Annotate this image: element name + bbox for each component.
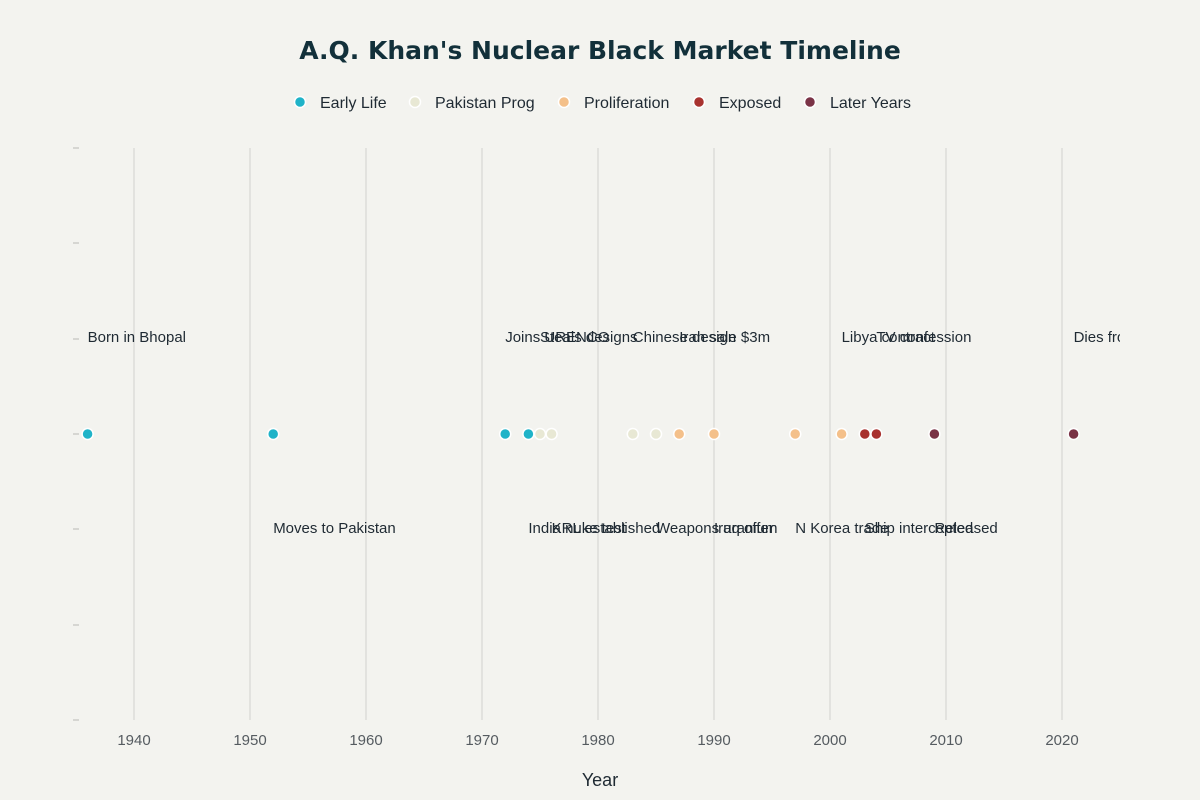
legend-marker xyxy=(692,95,706,109)
event-label: Moves to Pakistan xyxy=(273,520,396,537)
event-label: Joins URENCO xyxy=(505,329,609,346)
event-point[interactable] xyxy=(835,427,848,441)
event-point[interactable] xyxy=(266,427,280,441)
event-label: Dies from COVID xyxy=(1074,329,1190,346)
event-label: Libya contract xyxy=(842,329,936,346)
event-label: India nuke test xyxy=(528,520,626,537)
event-point[interactable] xyxy=(498,427,512,441)
legend-label: Pakistan Prog xyxy=(435,95,535,112)
event-point[interactable] xyxy=(707,427,721,441)
event-label: KRL established xyxy=(552,520,661,537)
legend-marker xyxy=(408,95,422,109)
legend-label: Early Life xyxy=(320,95,387,112)
event-point[interactable] xyxy=(522,427,535,441)
event-label: Steals designs xyxy=(540,329,638,346)
event-point[interactable] xyxy=(788,427,802,441)
x-tick-label: 2000 xyxy=(813,732,846,749)
event-label: TV confession xyxy=(876,329,971,346)
x-tick-label: 1970 xyxy=(465,732,498,749)
legend-item[interactable]: Pakistan Prog xyxy=(408,95,535,112)
x-tick-label: 1980 xyxy=(581,732,614,749)
chart-title: A.Q. Khan's Nuclear Black Market Timelin… xyxy=(299,36,901,65)
event-point[interactable] xyxy=(672,427,686,441)
event-points xyxy=(81,427,1080,441)
event-labels: Born in Bhopal Moves to Pakistan Joins URE… xyxy=(88,329,1190,537)
x-tick-label: 1950 xyxy=(233,732,266,749)
event-point[interactable] xyxy=(533,427,547,441)
legend-marker xyxy=(803,95,817,109)
event-label: Born in Bhopal xyxy=(88,329,186,346)
legend-label: Exposed xyxy=(719,95,781,112)
event-point[interactable] xyxy=(81,427,94,441)
event-point[interactable] xyxy=(545,427,558,441)
y-axis-ticks xyxy=(73,147,79,721)
event-label: Chinese design xyxy=(633,329,736,346)
legend-item[interactable]: Proliferation xyxy=(557,95,670,112)
legend-item[interactable]: Exposed xyxy=(692,95,782,112)
x-tick-label: 2010 xyxy=(929,732,962,749)
event-point[interactable] xyxy=(649,427,663,441)
legend-marker xyxy=(293,95,307,109)
legend: Early Life Pakistan Prog Proliferation Expo… xyxy=(293,95,911,112)
event-point[interactable] xyxy=(1067,427,1080,441)
event-point[interactable] xyxy=(928,427,941,441)
event-label: Ship intercepted xyxy=(865,520,973,537)
x-tick-label: 1940 xyxy=(117,732,150,749)
legend-label: Later Years xyxy=(830,95,911,112)
x-axis-title: Year xyxy=(582,770,618,790)
event-label: Iran sale $3m xyxy=(679,329,770,346)
x-tick-label: 1960 xyxy=(349,732,382,749)
event-label: Released xyxy=(934,520,997,537)
legend-marker xyxy=(557,95,571,109)
legend-label: Proliferation xyxy=(584,95,669,112)
x-tick-label: 2020 xyxy=(1045,732,1078,749)
x-axis-tick-labels: 1940 1950 1960 1970 1980 1990 2000 2010 2020 xyxy=(117,732,1078,749)
event-label: Weapons uranium xyxy=(656,520,777,537)
event-point[interactable] xyxy=(870,427,883,441)
x-tick-label: 1990 xyxy=(697,732,730,749)
event-label: N Korea trade xyxy=(795,520,888,537)
event-label: Iraq offer xyxy=(714,520,774,537)
event-point[interactable] xyxy=(626,427,640,441)
legend-item[interactable]: Early Life xyxy=(293,95,387,112)
event-point[interactable] xyxy=(858,427,872,441)
legend-item[interactable]: Later Years xyxy=(803,95,911,112)
